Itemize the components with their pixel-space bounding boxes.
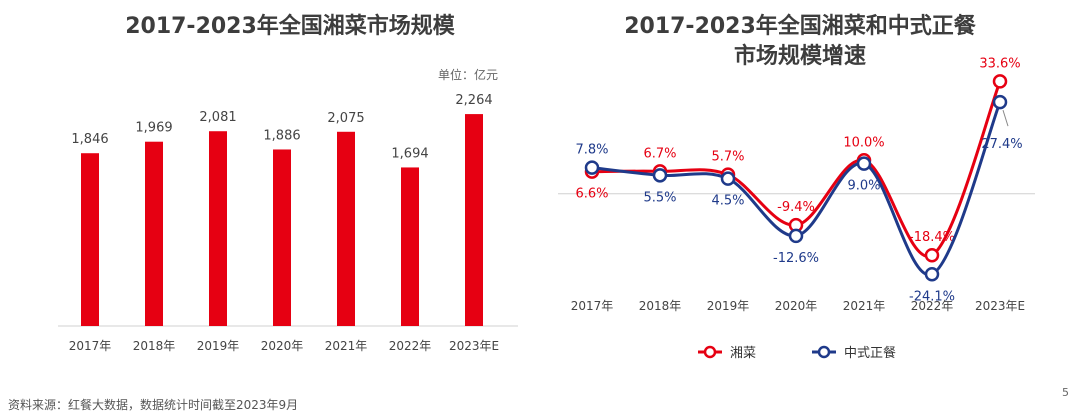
line-x-tick-label: 2017年 xyxy=(571,299,614,313)
series-point xyxy=(652,168,668,183)
series-data-label: -18.4% xyxy=(909,230,955,245)
line-x-tick-label: 2021年 xyxy=(843,299,886,313)
line-chart: 2017年 2018年 2019年 2020年 2021年 2022年 2023年E 6.6%… xyxy=(558,56,1035,361)
legend-label: 中式正餐 xyxy=(844,345,896,361)
series-point xyxy=(924,267,940,282)
line-x-tick-label: 2020年 xyxy=(775,299,818,313)
line-chart-title: 2017-2023年全国湘菜和中式正餐 市场规模增速 xyxy=(560,12,1040,72)
line-x-tick-label: 2022年 xyxy=(911,299,954,313)
label-leader-line xyxy=(1002,109,1009,127)
series-point xyxy=(720,171,736,186)
bar-chart-title: 2017-2023年全国湘菜市场规模 xyxy=(125,14,455,39)
series-point xyxy=(584,160,600,175)
bar-x-tick-label: 2017年 xyxy=(69,339,112,353)
series-data-label: 27.4% xyxy=(981,137,1022,152)
bar-x-tick-label: 2020年 xyxy=(261,339,304,353)
legend-label: 湘菜 xyxy=(730,346,756,361)
line-x-tick-label: 2019年 xyxy=(707,299,750,313)
bar-value-label: 2,264 xyxy=(455,93,492,108)
bar-chart: 1,846 2017年 1,969 2018年 2,081 2019年 1,886 2020年… xyxy=(58,93,518,353)
bar xyxy=(337,131,355,326)
line-x-tick-label: 2018年 xyxy=(639,299,682,313)
bar-x-tick-label: 2021年 xyxy=(325,339,368,353)
bar xyxy=(81,153,99,326)
series-data-label: 4.5% xyxy=(711,194,744,209)
series-point xyxy=(992,94,1008,110)
series-data-label: 7.8% xyxy=(575,143,608,158)
bar-value-label: 2,081 xyxy=(199,110,236,125)
source-note: 资料来源：红餐大数据，数据统计时间截至2023年9月 xyxy=(8,398,299,412)
series-line xyxy=(591,101,1002,277)
bar xyxy=(145,141,163,326)
line-x-tick-label: 2023年E xyxy=(975,299,1025,313)
series-data-label: 33.6% xyxy=(979,56,1020,71)
bar-value-label: 2,075 xyxy=(327,111,364,126)
bar xyxy=(209,131,227,326)
legend-marker xyxy=(703,345,717,359)
bar xyxy=(465,114,483,326)
series-data-label: -24.1% xyxy=(909,289,955,304)
series-line xyxy=(591,80,1002,258)
bar-value-label: 1,694 xyxy=(391,146,428,161)
bar-value-label: 1,846 xyxy=(71,132,108,147)
series-data-label: 9.0% xyxy=(847,179,880,194)
series-data-label: 6.6% xyxy=(575,187,608,202)
bar-value-label: 1,886 xyxy=(263,128,300,143)
series-point xyxy=(788,228,804,244)
line-chart-title-line-2: 市场规模增速 xyxy=(733,44,866,69)
bar xyxy=(273,149,291,326)
bar-value-label: 1,969 xyxy=(135,121,172,136)
bar-x-tick-label: 2019年 xyxy=(197,339,240,353)
bar-x-tick-label: 2018年 xyxy=(133,339,176,353)
bar-x-tick-label: 2023年E xyxy=(449,339,499,353)
series-data-label: -12.6% xyxy=(773,251,819,266)
bar-x-tick-label: 2022年 xyxy=(389,339,432,353)
legend-marker xyxy=(817,345,831,359)
series-data-label: 10.0% xyxy=(843,135,884,150)
line-chart-title-line-1: 2017-2023年全国湘菜和中式正餐 xyxy=(624,14,976,39)
series-data-label: 5.7% xyxy=(711,150,744,165)
series-data-label: -9.4% xyxy=(777,200,815,215)
series-point xyxy=(856,156,872,171)
series-point xyxy=(992,74,1008,89)
series-point xyxy=(924,247,940,263)
bar xyxy=(401,167,419,326)
unit-label: 单位：亿元 xyxy=(437,68,498,82)
series-data-label: 6.7% xyxy=(643,146,676,161)
series-data-label: 5.5% xyxy=(643,190,676,205)
page-number: 5 xyxy=(1062,386,1069,399)
